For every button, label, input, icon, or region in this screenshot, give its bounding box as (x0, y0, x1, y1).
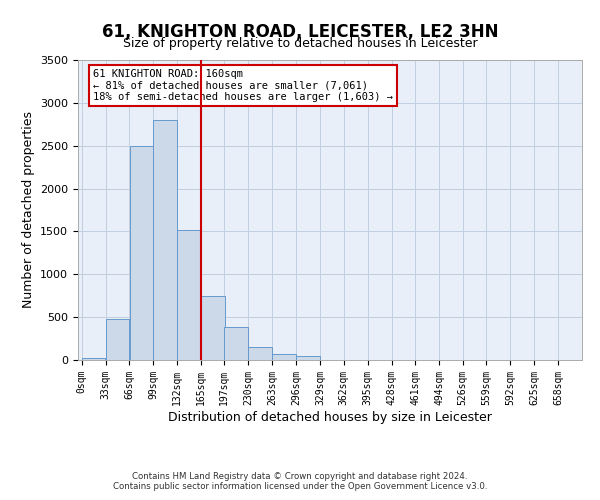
Bar (106, 319, 129, 360)
Text: 61 KNIGHTON ROAD: 160sqm
← 81% of detached houses are smaller (7,061)
18% of sem: 61 KNIGHTON ROAD: 160sqm ← 81% of detach… (93, 69, 393, 102)
Bar (154, 120, 177, 360)
Bar (178, 230, 201, 360)
Bar (248, 347, 272, 360)
X-axis label: Distribution of detached houses by size in Leicester: Distribution of detached houses by size … (168, 410, 492, 424)
Bar (296, 356, 320, 360)
Text: 61, KNIGHTON ROAD, LEICESTER, LE2 3HN: 61, KNIGHTON ROAD, LEICESTER, LE2 3HN (102, 22, 498, 40)
Bar (224, 326, 248, 360)
Bar (82, 358, 106, 360)
Text: Size of property relative to detached houses in Leicester: Size of property relative to detached ho… (122, 38, 478, 51)
Y-axis label: Number of detached properties: Number of detached properties (22, 112, 35, 308)
Text: Contains HM Land Registry data © Crown copyright and database right 2024.: Contains HM Land Registry data © Crown c… (132, 472, 468, 481)
Bar (272, 354, 296, 360)
Text: Contains public sector information licensed under the Open Government Licence v3: Contains public sector information licen… (113, 482, 487, 491)
Bar (130, 146, 153, 360)
Bar (201, 296, 225, 360)
